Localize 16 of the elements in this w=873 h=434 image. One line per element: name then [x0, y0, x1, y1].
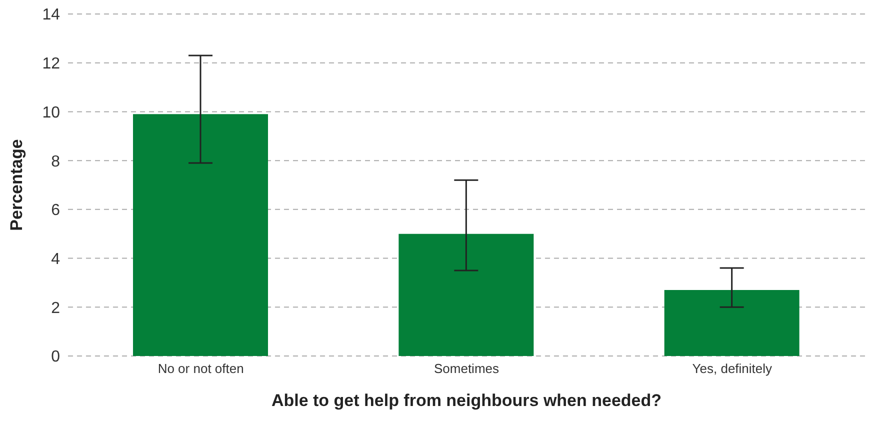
y-tick-label: 2: [51, 300, 60, 317]
bar: [398, 234, 534, 356]
y-tick-label: 14: [42, 6, 60, 24]
y-axis-title: Percentage: [7, 139, 26, 231]
bar: [133, 114, 268, 356]
x-tick-label: Yes, definitely: [692, 361, 773, 376]
bar: [664, 290, 800, 356]
x-tick-label: Sometimes: [434, 361, 500, 376]
y-tick-label: 4: [51, 250, 60, 268]
y-tick-label: 0: [51, 348, 60, 366]
y-tick-label: 6: [51, 202, 60, 220]
y-tick-label: 8: [51, 153, 60, 170]
x-axis-title: Able to get help from neighbours when needed?: [271, 391, 662, 410]
y-tick-label: 12: [42, 56, 60, 73]
x-tick-label: No or not often: [158, 361, 244, 376]
y-tick-label: 10: [42, 104, 60, 122]
